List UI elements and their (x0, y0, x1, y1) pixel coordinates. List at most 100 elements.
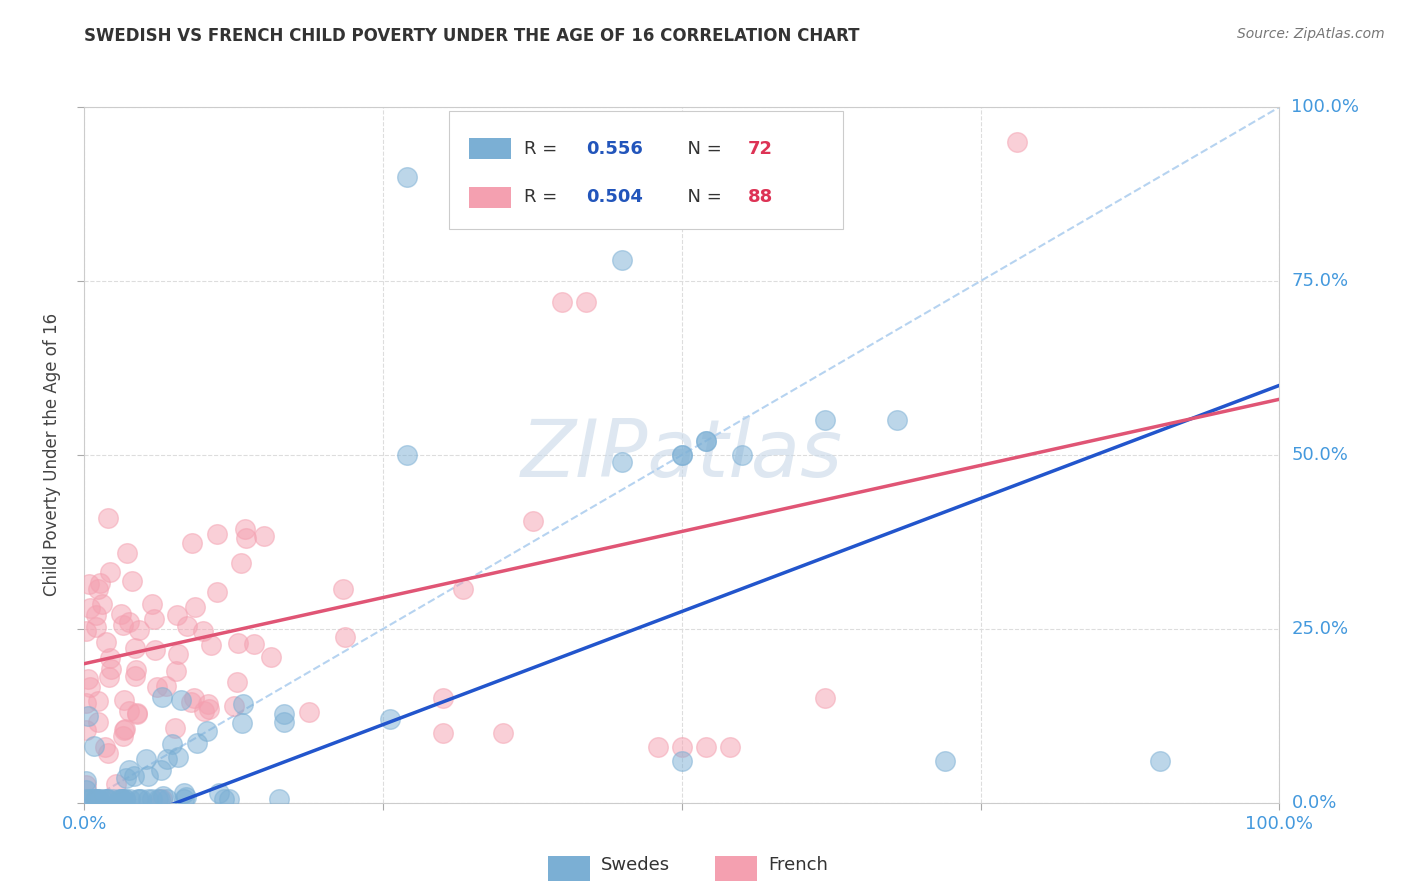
Point (150, 690, 173, 704)
Point (150, 763, 173, 777)
Point (173, 787, 195, 801)
Text: R =: R = (524, 188, 564, 206)
Point (128, 623, 150, 637)
Text: 50.0%: 50.0% (1291, 446, 1348, 464)
FancyBboxPatch shape (548, 856, 591, 880)
Text: 88: 88 (748, 188, 773, 206)
Point (226, 636, 249, 650)
Point (242, 637, 264, 651)
Point (124, 769, 146, 783)
Point (89, 576, 111, 591)
Point (253, 529, 276, 543)
Point (75, 697, 97, 711)
Text: 75.0%: 75.0% (1291, 272, 1348, 290)
Point (522, 514, 544, 528)
Point (647, 740, 669, 755)
Point (91, 792, 114, 806)
Point (222, 698, 245, 713)
Point (75, 782, 97, 797)
Point (193, 624, 215, 638)
Point (136, 792, 159, 806)
Point (235, 531, 257, 545)
Point (75, 778, 97, 792)
Point (87, 715, 110, 730)
Point (200, 638, 222, 652)
Point (180, 696, 202, 710)
Text: 0.504: 0.504 (586, 188, 643, 206)
FancyBboxPatch shape (449, 111, 844, 229)
Point (114, 771, 136, 785)
Point (97, 792, 120, 806)
Text: 72: 72 (748, 140, 773, 158)
Point (695, 740, 717, 755)
Text: N =: N = (676, 140, 727, 158)
Point (128, 792, 150, 806)
Point (80, 792, 103, 806)
Point (155, 679, 177, 693)
Point (197, 698, 219, 712)
Point (98, 651, 121, 665)
Point (75, 773, 97, 788)
Point (91, 597, 114, 611)
Point (118, 704, 141, 718)
Point (75, 792, 97, 806)
Point (141, 597, 163, 611)
Point (83, 739, 105, 753)
Point (75, 723, 97, 738)
Point (112, 729, 135, 743)
Point (108, 792, 131, 806)
Point (127, 792, 149, 806)
Point (671, 754, 693, 768)
Point (97, 511, 120, 525)
Point (118, 763, 141, 777)
Point (1149, 754, 1171, 768)
Point (173, 792, 195, 806)
Point (84, 792, 107, 806)
Point (332, 582, 354, 596)
Point (551, 294, 574, 309)
Point (129, 792, 152, 806)
Point (124, 668, 146, 682)
Point (198, 702, 221, 716)
Point (77, 577, 100, 591)
Point (148, 792, 170, 806)
Point (432, 691, 454, 706)
Point (111, 792, 134, 806)
Point (79, 680, 101, 694)
Point (396, 448, 419, 462)
Point (156, 792, 179, 806)
Point (127, 706, 149, 720)
Point (101, 792, 124, 806)
Point (79, 792, 101, 806)
Point (84, 607, 107, 622)
Point (94, 792, 117, 806)
Point (114, 723, 136, 737)
Text: SWEDISH VS FRENCH CHILD POVERTY UNDER THE AGE OF 16 CORRELATION CHART: SWEDISH VS FRENCH CHILD POVERTY UNDER TH… (84, 27, 860, 45)
Point (226, 675, 249, 690)
Point (267, 792, 290, 806)
Text: N =: N = (676, 188, 727, 206)
Point (84, 620, 107, 634)
Point (114, 792, 136, 806)
Point (156, 752, 179, 766)
Point (451, 582, 474, 597)
Point (141, 792, 163, 806)
Point (232, 697, 254, 711)
FancyBboxPatch shape (470, 138, 510, 159)
Text: Source: ZipAtlas.com: Source: ZipAtlas.com (1237, 27, 1385, 41)
Point (163, 721, 186, 735)
Point (75, 624, 97, 638)
Point (89, 792, 111, 806)
Point (84, 792, 107, 806)
Point (208, 786, 231, 800)
Point (273, 714, 295, 729)
Point (114, 792, 136, 806)
Point (432, 726, 454, 740)
Point (731, 448, 754, 462)
Point (110, 792, 132, 806)
Text: French: French (768, 856, 828, 874)
Point (176, 619, 198, 633)
Point (112, 692, 135, 706)
Text: 25.0%: 25.0% (1291, 620, 1348, 638)
Point (118, 792, 141, 806)
